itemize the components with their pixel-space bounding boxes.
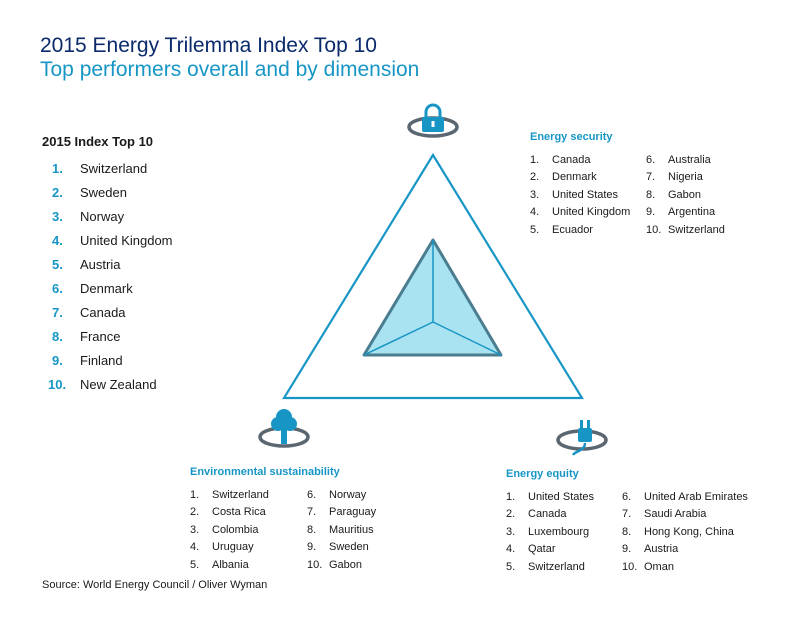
list-item: 7. Nigeria: [646, 171, 703, 184]
list-item: 1. Canada: [530, 154, 591, 166]
list-item: 8. Gabon: [646, 188, 702, 201]
list-item: 8. Mauritius: [307, 523, 374, 536]
rank-number: 5.: [52, 257, 63, 272]
rank-number: 10.: [48, 377, 67, 392]
list-item: 3. Luxembourg: [506, 525, 590, 538]
outer-triangle: [282, 152, 584, 400]
page-title: 2015 Energy Trilemma Index Top 10: [40, 34, 377, 57]
list-item: 2. Costa Rica: [190, 506, 266, 519]
list-item: 7. Saudi Arabia: [622, 508, 707, 521]
country-name: Norway: [80, 209, 125, 224]
list-item: 8. Hong Kong, China: [622, 525, 734, 538]
list-item: 2. Canada: [506, 508, 567, 521]
list-item: 9. Argentina: [646, 206, 716, 219]
list-item: 10. Oman: [622, 560, 674, 573]
list-item: 3. Norway: [42, 209, 272, 233]
index-top10-heading: 2015 Index Top 10: [42, 134, 154, 149]
list-item: 5. Switzerland: [506, 560, 585, 573]
list-item: 4. Qatar: [506, 543, 556, 556]
rank-number: 2.: [52, 185, 63, 200]
list-item: 6. Norway: [307, 489, 367, 501]
energy-equity-title: Energy equity: [506, 468, 579, 480]
list-item: 5. Austria: [42, 257, 272, 281]
country-name: Denmark: [80, 281, 133, 296]
environmental-sustainability-title: Environmental sustainability: [190, 466, 340, 478]
list-item: 1. United States: [506, 491, 595, 503]
list-item: 2. Denmark: [530, 171, 597, 184]
list-item: 4. United Kingdom: [530, 206, 631, 219]
axis-environment: [363, 321, 434, 356]
list-item: 7. Canada: [42, 305, 272, 329]
list-item: 10. New Zealand: [42, 377, 272, 401]
list-item: 3. Colombia: [190, 523, 259, 536]
rank-number: 4.: [52, 233, 63, 248]
rank-number: 3.: [52, 209, 63, 224]
axis-equity: [432, 321, 502, 356]
list-item: 9. Finland: [42, 353, 272, 377]
list-item: 10. Gabon: [307, 558, 363, 571]
list-item: 8. France: [42, 329, 272, 353]
list-item: 1. Switzerland: [190, 489, 269, 501]
list-item: 9. Austria: [622, 543, 679, 556]
list-item: 9. Sweden: [307, 541, 369, 554]
country-name: Austria: [80, 257, 121, 272]
energy-security-panel: Energy security 1. Canada 2. Denmark 3. Uni…: [530, 131, 725, 240]
list-item: 6. Denmark: [42, 281, 272, 305]
rank-number: 7.: [52, 305, 63, 320]
page-subtitle: Top performers overall and by dimension: [40, 58, 420, 81]
tree-icon: [258, 409, 310, 448]
list-item: 4. United Kingdom: [42, 233, 272, 257]
list-item: 2. Sweden: [42, 185, 272, 209]
list-item: 6. Australia: [646, 154, 711, 166]
index-top10-list: 2015 Index Top 10 1. Switzerland 2. Sweden…: [42, 134, 272, 401]
energy-equity-panel: Energy equity 1. United States 2. Canada 3…: [506, 468, 748, 577]
rank-number: 9.: [52, 353, 63, 368]
list-item: 5. Albania: [190, 558, 249, 571]
country-name: France: [80, 329, 121, 344]
list-item: 4. Uruguay: [190, 541, 254, 554]
list-item: 7. Paraguay: [307, 506, 377, 519]
list-item: 3. United States: [530, 188, 619, 201]
rank-number: 1.: [52, 161, 63, 176]
environmental-sustainability-panel: Environmental sustainability 1. Switzerla…: [190, 466, 376, 575]
list-item: 6. United Arab Emirates: [622, 491, 748, 503]
plug-icon: [556, 420, 608, 456]
source-note: Source: World Energy Council / Oliver Wy…: [42, 579, 268, 591]
country-name: Finland: [80, 353, 123, 368]
country-name: Switzerland: [80, 161, 148, 176]
list-item: 10. Switzerland: [646, 223, 725, 236]
country-name: United Kingdom: [80, 233, 173, 248]
list-item: 1. Switzerland: [42, 161, 272, 185]
list-item: 5. Ecuador: [530, 223, 593, 236]
padlock-icon: [407, 103, 459, 138]
rank-number: 6.: [52, 281, 63, 296]
country-name: Sweden: [80, 185, 127, 200]
country-name: New Zealand: [80, 377, 157, 392]
energy-security-title: Energy security: [530, 131, 613, 143]
country-name: Canada: [80, 305, 126, 320]
rank-number: 8.: [52, 329, 63, 344]
